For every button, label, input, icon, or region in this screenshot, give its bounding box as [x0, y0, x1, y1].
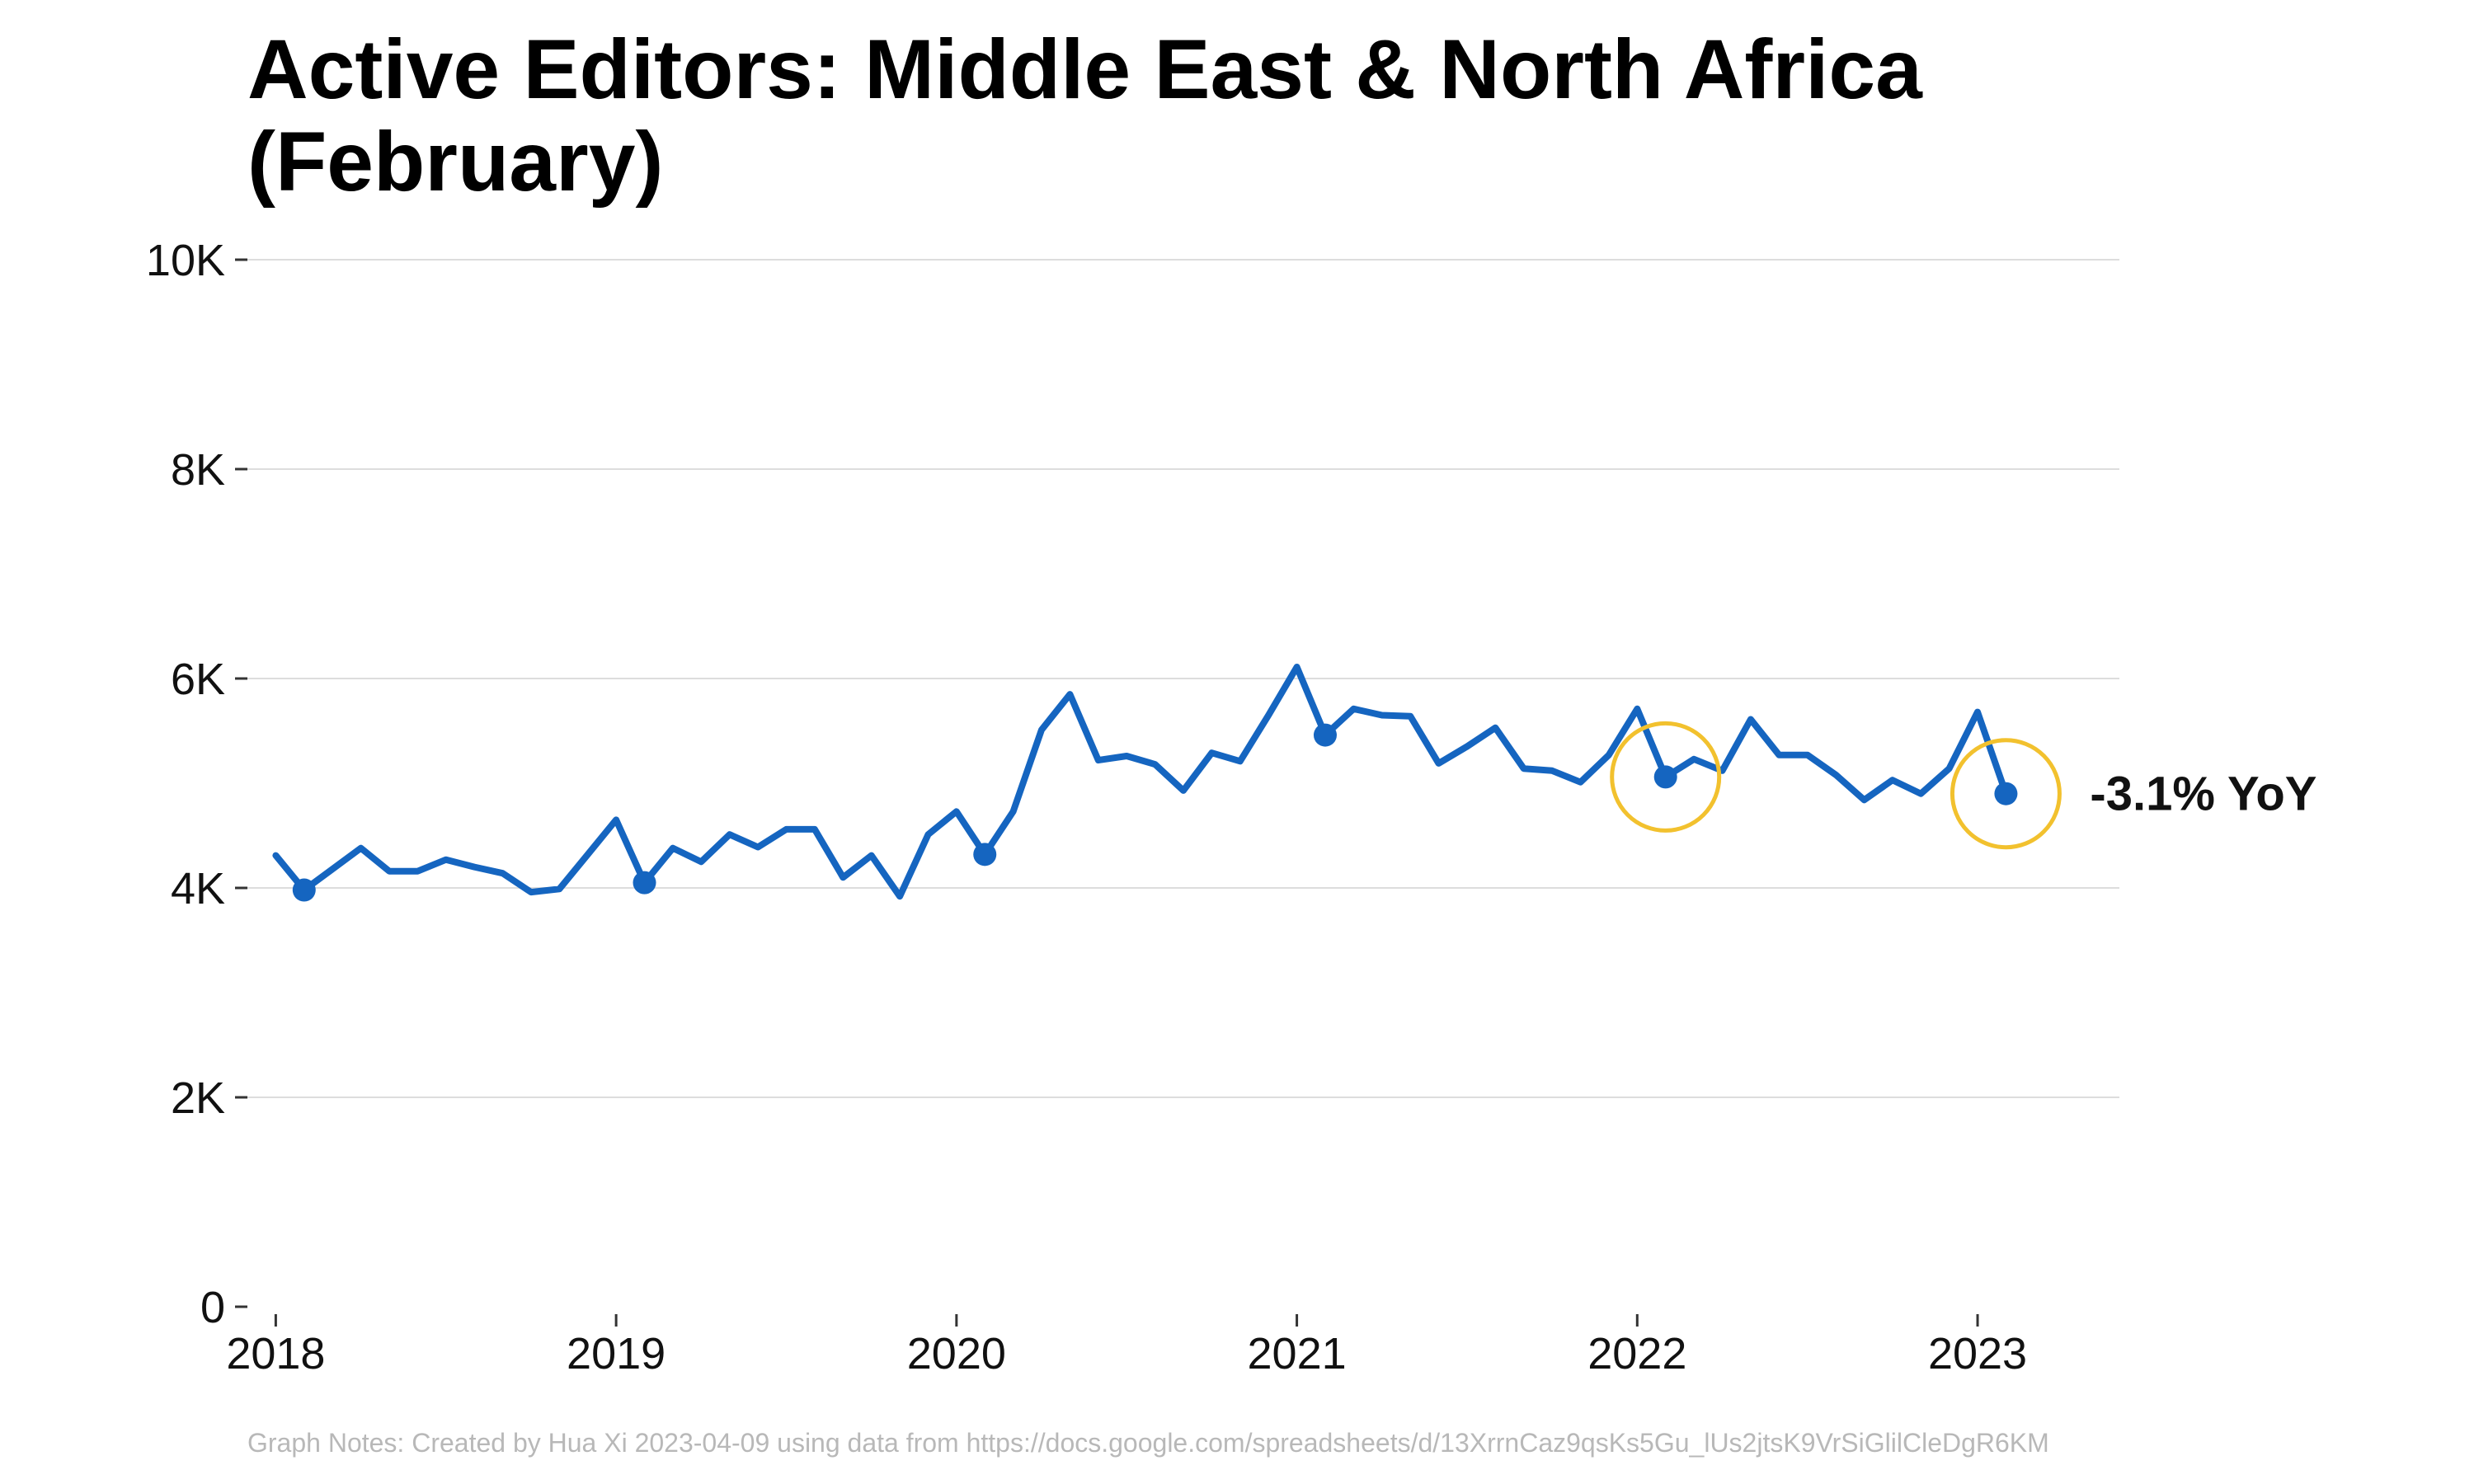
x-tick-label: 2023	[1928, 1329, 2027, 1378]
data-point-marker	[1994, 782, 2018, 805]
graph-notes: Graph Notes: Created by Hua Xi 2023-04-0…	[247, 1428, 2049, 1458]
x-tick-label: 2020	[907, 1329, 1006, 1378]
y-tick-label: 10K	[146, 236, 225, 285]
y-tick-label: 6K	[171, 655, 225, 704]
x-tick-label: 2018	[226, 1329, 325, 1378]
series-layer	[272, 664, 2010, 900]
chart-title: Active Editors: Middle East & North Afri…	[247, 22, 1922, 209]
y-tick-label: 0	[200, 1283, 225, 1332]
x-tick-label: 2021	[1248, 1329, 1347, 1378]
series-line	[272, 664, 2010, 900]
markers-layer	[292, 721, 2062, 902]
annotation-layer: -3.1% YoY	[2090, 768, 2316, 821]
y-tick-label: 2K	[171, 1073, 225, 1123]
gridlines	[247, 259, 2119, 1098]
highlight-ring	[1610, 721, 1722, 833]
y-tick-label: 8K	[171, 445, 225, 495]
x-tick-label: 2019	[567, 1329, 666, 1378]
data-point-marker	[1653, 765, 1677, 789]
yoy-annotation: -3.1% YoY	[2090, 768, 2316, 821]
x-tick-label: 2022	[1587, 1329, 1686, 1378]
axes: 0 2K 4K 6K 8K 10K 2018 2019 2020 2021 2022 2023	[146, 236, 2027, 1378]
data-point-marker	[633, 871, 656, 895]
data-point-marker	[292, 878, 316, 902]
highlight-ring	[1950, 738, 2062, 850]
data-point-marker	[973, 843, 997, 866]
data-point-marker	[1313, 723, 1337, 747]
y-tick-label: 4K	[171, 864, 225, 913]
